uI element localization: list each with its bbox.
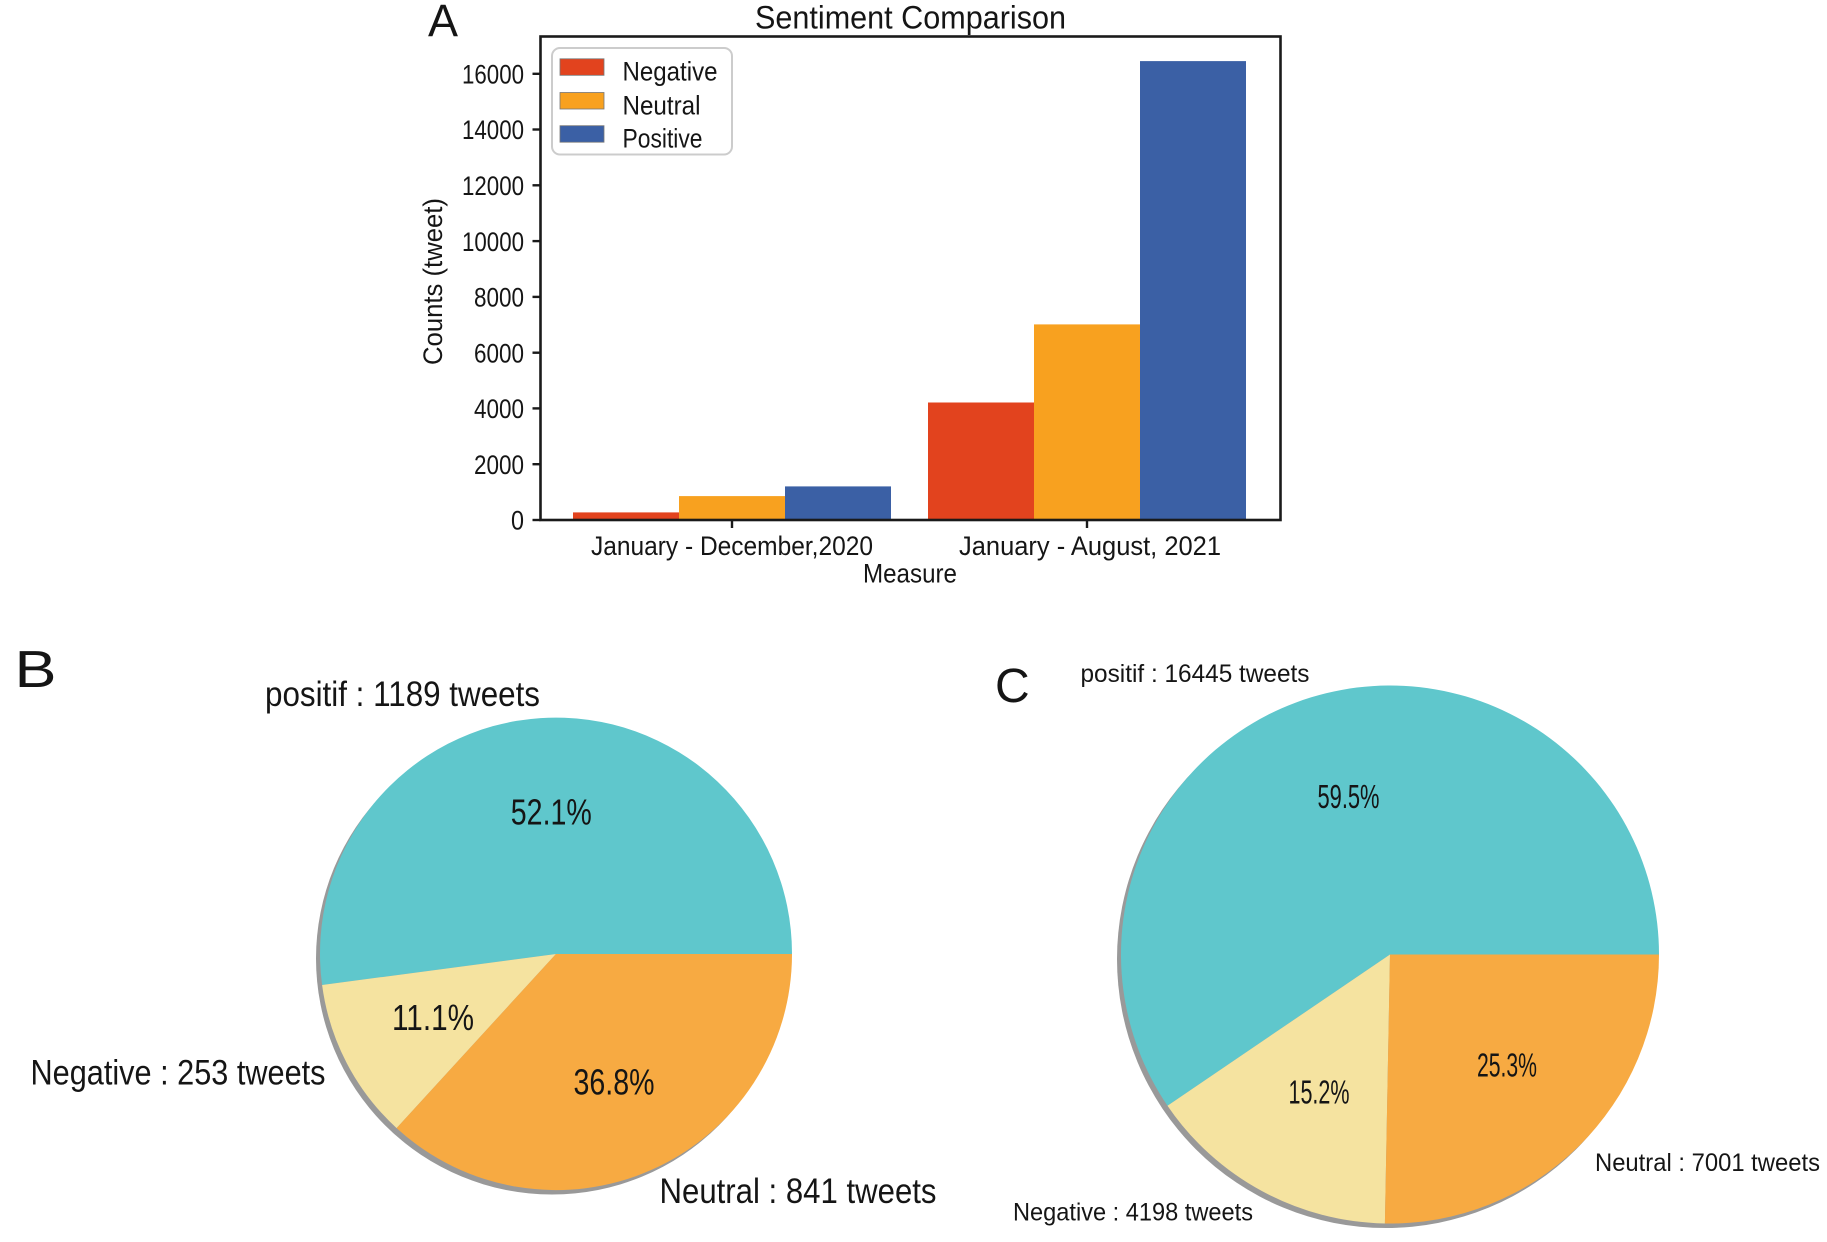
svg-text:Neutral : 841 tweets: Neutral : 841 tweets <box>660 1172 937 1211</box>
svg-text:A: A <box>428 0 458 46</box>
svg-text:52.1%: 52.1% <box>511 792 592 833</box>
svg-text:12000: 12000 <box>462 171 524 201</box>
svg-text:36.8%: 36.8% <box>574 1062 655 1103</box>
svg-text:Measure: Measure <box>863 559 957 589</box>
svg-text:Negative : 4198 tweets: Negative : 4198 tweets <box>1013 1199 1253 1227</box>
svg-text:16000: 16000 <box>462 60 524 90</box>
svg-text:8000: 8000 <box>474 283 524 313</box>
svg-text:59.5%: 59.5% <box>1318 778 1380 815</box>
svg-text:14000: 14000 <box>462 115 524 145</box>
svg-text:2000: 2000 <box>474 450 524 480</box>
svg-text:15.2%: 15.2% <box>1289 1074 1350 1111</box>
svg-text:positif : 16445 tweets: positif : 16445 tweets <box>1081 660 1310 688</box>
svg-text:positif : 1189 tweets: positif : 1189 tweets <box>265 675 540 714</box>
svg-text:January - December,2020: January - December,2020 <box>591 531 873 561</box>
svg-text:4000: 4000 <box>474 394 524 424</box>
svg-text:11.1%: 11.1% <box>392 997 474 1038</box>
svg-text:Negative: Negative <box>623 57 718 87</box>
svg-text:Positive: Positive <box>623 124 703 154</box>
svg-text:Sentiment Comparison: Sentiment Comparison <box>755 0 1066 36</box>
svg-text:Negative : 253 tweets: Negative : 253 tweets <box>31 1054 326 1093</box>
svg-text:10000: 10000 <box>462 227 524 257</box>
svg-text:Counts (tweet): Counts (tweet) <box>418 198 448 365</box>
svg-text:Neutral: Neutral <box>623 90 701 120</box>
svg-text:0: 0 <box>511 506 524 536</box>
svg-text:C: C <box>995 660 1030 713</box>
svg-text:25.3%: 25.3% <box>1477 1047 1537 1084</box>
svg-text:January - August, 2021: January - August, 2021 <box>959 531 1221 561</box>
svg-text:Neutral : 7001 tweets: Neutral : 7001 tweets <box>1595 1149 1820 1177</box>
svg-text:6000: 6000 <box>474 338 524 368</box>
svg-text:B: B <box>15 641 57 699</box>
